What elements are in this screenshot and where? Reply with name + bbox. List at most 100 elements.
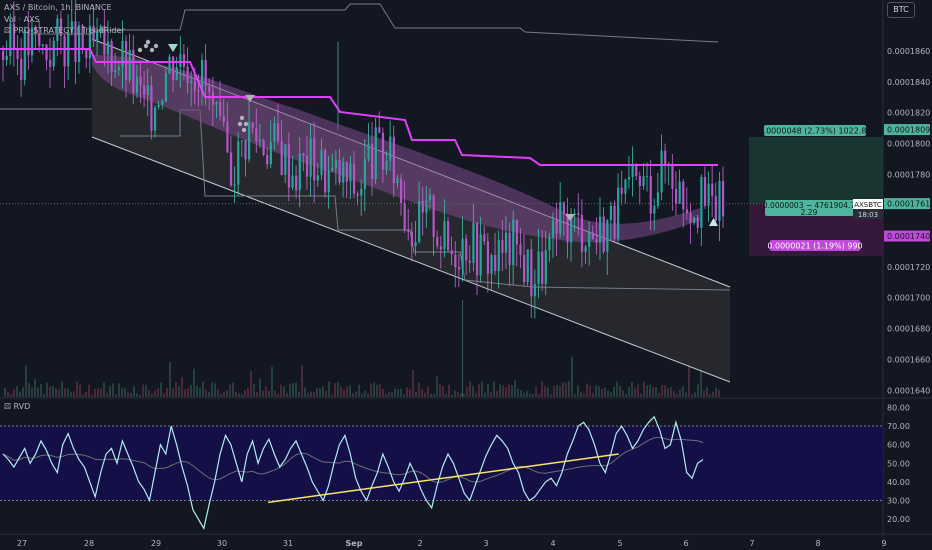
candle-body [555, 220, 558, 234]
candle-body [269, 142, 272, 165]
candle-body [77, 25, 81, 63]
candle-body [295, 175, 298, 191]
volume-bar [124, 388, 126, 397]
volume-bar [475, 393, 477, 397]
candle-body [215, 101, 218, 105]
candle-body [392, 136, 395, 184]
candle-body [671, 163, 674, 189]
candle-body [598, 216, 602, 243]
volume-bar [325, 390, 327, 397]
candle-body [34, 27, 37, 33]
volume-bar [418, 382, 420, 397]
candle-body [450, 250, 453, 255]
candle-body [342, 162, 345, 183]
candle-body [548, 237, 551, 251]
candle-body [700, 176, 703, 228]
volume-bar [388, 391, 390, 397]
volume-bar [592, 392, 594, 397]
candle-body [106, 41, 110, 55]
volume-bar [427, 386, 429, 397]
rvd-line [2, 415, 704, 531]
candle-body [240, 140, 243, 142]
volume-bar [19, 391, 21, 397]
entry-label-qty: 2.29 [801, 208, 818, 217]
time-tick-label: 4 [550, 539, 555, 548]
volume-bar [652, 386, 654, 397]
volume-bar [37, 387, 39, 397]
volume-bar [232, 382, 234, 397]
candle-body [399, 178, 403, 203]
volume-bar [421, 389, 423, 397]
volume-bar [373, 382, 375, 397]
price-tag-box [884, 124, 930, 136]
volume-bar [679, 389, 681, 397]
volume-bar [28, 383, 30, 397]
volume-bar [214, 383, 216, 397]
candle-body [226, 121, 229, 153]
candle-body [168, 56, 171, 74]
candle-body [523, 255, 526, 283]
candle-body [193, 80, 196, 91]
volume-bar [538, 393, 540, 397]
candle-body [653, 205, 656, 214]
volume-bar [241, 394, 243, 397]
volume-bar [529, 393, 531, 397]
candle-body [627, 176, 631, 180]
candle-body [559, 202, 562, 234]
candle-body [49, 59, 52, 67]
currency-button[interactable]: BTC [887, 2, 915, 18]
volume-bar [4, 388, 6, 397]
volume-bar [544, 386, 546, 397]
volume-legend: Vol · AXS [4, 15, 40, 24]
candle-body [338, 160, 341, 183]
volume-bar [613, 386, 615, 397]
volume-bar [280, 384, 282, 397]
volume-bar [193, 368, 195, 397]
volume-bar [619, 385, 621, 397]
candle-body [367, 143, 370, 160]
volume-bar [490, 391, 492, 397]
volume-bar [166, 388, 168, 397]
signal-dot [241, 127, 247, 133]
volume-bar [526, 391, 528, 397]
candle-body [298, 153, 301, 191]
candle-body [139, 76, 142, 86]
volume-bar [208, 391, 210, 397]
candle-body [374, 127, 377, 179]
volume-bar [67, 388, 69, 397]
candle-body [153, 107, 157, 131]
candle-body [125, 40, 128, 80]
volume-bar [10, 393, 12, 397]
candle-body [45, 44, 48, 60]
candle-body [208, 86, 211, 92]
signal-dot [237, 121, 243, 127]
volume-bar [610, 392, 612, 397]
trailing-stop-line [0, 48, 718, 166]
price-tick-label: 0.0001860 [887, 47, 930, 56]
volume-bar [607, 390, 609, 397]
candle-body [602, 216, 605, 252]
volume-bar [247, 388, 249, 397]
rvd-tick-label: 70.00 [887, 422, 910, 431]
rvd-legend: ⚄ RVD [4, 402, 30, 411]
candle-body [266, 155, 269, 165]
symbol-tag-box [853, 199, 883, 209]
stop-label: 0.0000021 (1.19%) 990 [767, 242, 862, 251]
countdown-box [853, 209, 883, 219]
candle-body [287, 144, 291, 188]
candle-body [291, 175, 294, 188]
volume-bar [346, 386, 348, 397]
volume-bar [688, 366, 690, 397]
candle-body [421, 200, 424, 213]
volume-bar [565, 382, 567, 397]
volume-bar [556, 385, 558, 397]
volume-bar [604, 387, 606, 397]
candle-body [646, 175, 649, 177]
volume-bar [154, 390, 156, 397]
volume-bar [334, 383, 336, 397]
volume-bar [508, 384, 510, 397]
volume-bar [70, 391, 72, 397]
candle-body [27, 30, 30, 56]
volume-bar [616, 381, 618, 397]
candle-body [570, 214, 573, 243]
